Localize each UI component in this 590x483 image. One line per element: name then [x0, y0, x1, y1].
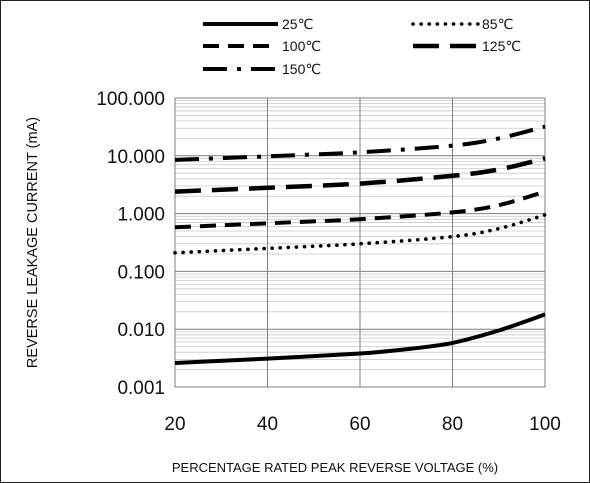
y-tick-label: 0.001: [117, 378, 165, 399]
x-tick-label: 80: [442, 414, 463, 435]
y-tick-label: 10.000: [107, 147, 165, 168]
legend-label-0: 25℃: [282, 16, 313, 32]
x-axis-label: PERCENTAGE RATED PEAK REVERSE VOLTAGE (%…: [172, 460, 498, 475]
x-tick-label: 100: [529, 414, 561, 435]
y-axis-label: REVERSE LEAKAGE CURRENT (mA): [25, 117, 41, 368]
series-group: [173, 124, 547, 365]
grid: [174, 97, 546, 388]
legend-label-4: 150℃: [282, 61, 321, 77]
series-line-2: [174, 189, 546, 230]
legend: 25℃ 85℃ 100℃ 125℃ 150℃: [203, 16, 521, 77]
plot-border: [174, 97, 546, 388]
series-line-4: [174, 124, 546, 162]
series-line-3: [174, 156, 546, 194]
y-tick-labels: 0.001 0.010 0.100 1.000 10.000 100.000: [96, 89, 165, 399]
y-tick-label: 0.010: [117, 320, 165, 341]
legend-label-2: 100℃: [282, 38, 321, 54]
series-line-1: [173, 213, 547, 255]
x-tick-label: 40: [257, 414, 278, 435]
x-tick-label: 20: [164, 414, 185, 435]
y-tick-label: 100.000: [96, 89, 165, 110]
x-tick-label: 60: [349, 414, 370, 435]
y-tick-label: 1.000: [117, 205, 165, 226]
y-tick-label: 0.100: [117, 262, 165, 283]
legend-label-3: 125℃: [482, 38, 521, 54]
legend-label-1: 85℃: [482, 16, 513, 32]
x-tick-labels: 20 40 60 80 100: [164, 414, 560, 435]
series-line-0: [174, 312, 546, 365]
